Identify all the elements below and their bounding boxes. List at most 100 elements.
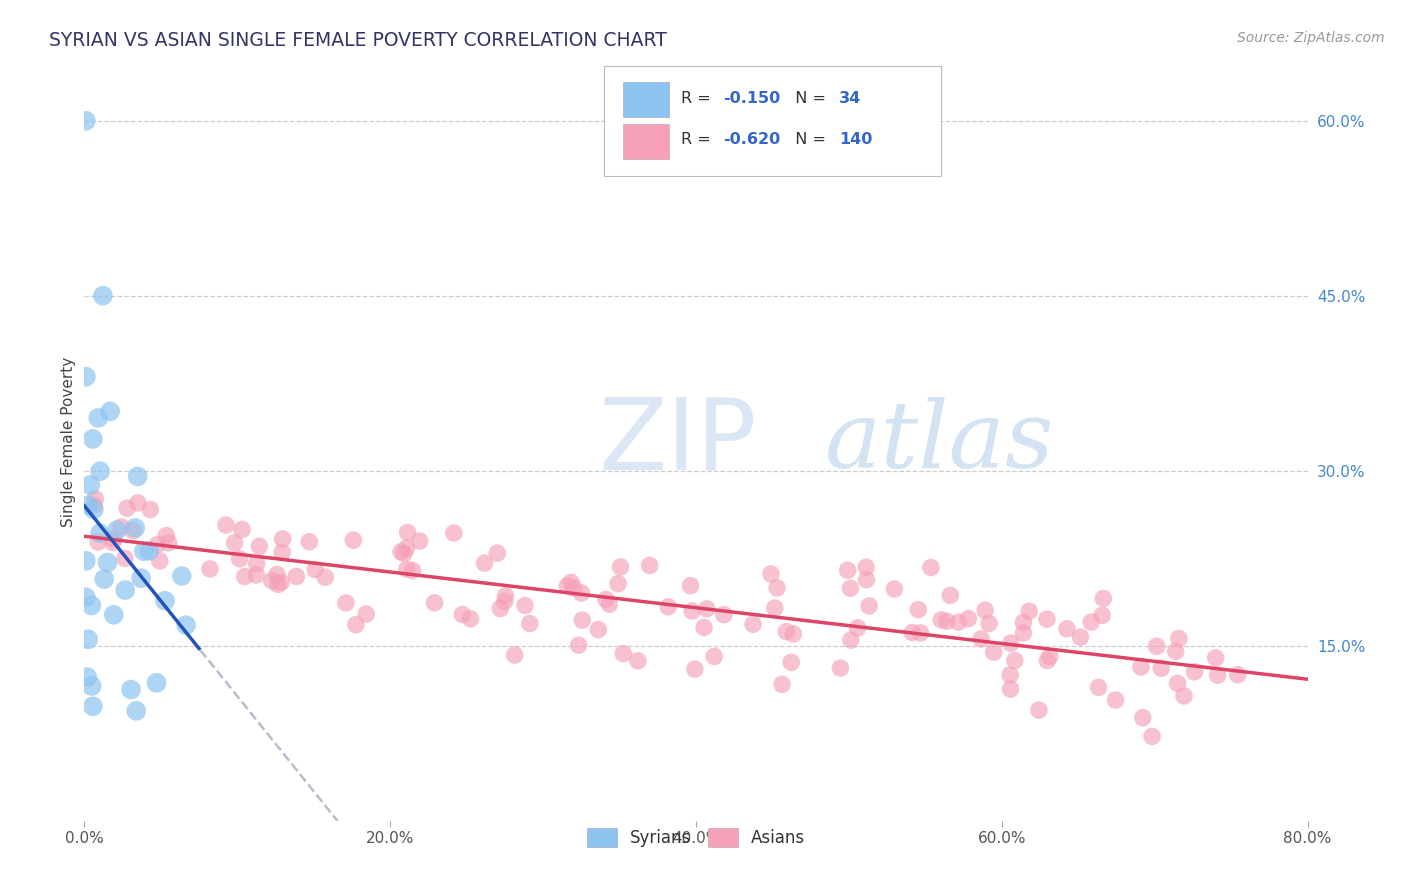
Point — [153, 594, 176, 608]
Point — [839, 632, 862, 647]
Point — [1012, 626, 1035, 640]
Point — [770, 677, 793, 691]
Point — [1000, 682, 1022, 697]
Point — [1150, 661, 1173, 675]
Point — [657, 599, 679, 614]
Point — [98, 404, 121, 418]
Point — [1028, 703, 1050, 717]
Point — [101, 535, 124, 549]
Point — [83, 499, 105, 513]
Point — [224, 536, 246, 550]
Text: 34: 34 — [839, 91, 862, 105]
Point — [231, 523, 253, 537]
Text: Source: ZipAtlas.com: Source: ZipAtlas.com — [1237, 31, 1385, 45]
Point — [474, 556, 496, 570]
Point — [89, 464, 111, 478]
Point — [1004, 653, 1026, 667]
Point — [103, 607, 125, 622]
Point — [638, 558, 661, 573]
Legend: Syrians, Asians: Syrians, Asians — [579, 822, 813, 854]
Point — [267, 577, 290, 591]
Point — [693, 620, 716, 634]
Point — [87, 535, 110, 549]
Point — [830, 661, 852, 675]
Point — [395, 541, 418, 555]
Point — [1164, 644, 1187, 658]
Point — [568, 638, 591, 652]
Point — [837, 563, 859, 577]
Point — [1039, 649, 1062, 664]
Point — [93, 572, 115, 586]
Point — [939, 588, 962, 602]
Point — [1132, 711, 1154, 725]
Point — [1092, 591, 1115, 606]
Point — [1226, 667, 1249, 681]
Point — [215, 518, 238, 533]
Point — [1036, 612, 1059, 626]
Text: SYRIAN VS ASIAN SINGLE FEMALE POVERTY CORRELATION CHART: SYRIAN VS ASIAN SINGLE FEMALE POVERTY CO… — [49, 31, 666, 50]
Point — [703, 649, 725, 664]
Point — [560, 575, 582, 590]
Point — [935, 615, 957, 629]
Point — [127, 496, 149, 510]
Point — [105, 523, 128, 537]
Point — [233, 569, 256, 583]
Point — [1056, 622, 1078, 636]
Point — [157, 536, 180, 550]
Text: atlas: atlas — [824, 397, 1054, 486]
Point — [1206, 668, 1229, 682]
Point — [76, 670, 98, 684]
Point — [858, 599, 880, 613]
Point — [145, 676, 167, 690]
Point — [1167, 632, 1189, 646]
Point — [929, 613, 952, 627]
Point — [127, 469, 149, 483]
Point — [977, 616, 1000, 631]
Point — [82, 699, 104, 714]
FancyBboxPatch shape — [623, 82, 669, 117]
Point — [89, 526, 111, 541]
Point — [562, 581, 585, 595]
Point — [571, 613, 593, 627]
Point — [335, 596, 357, 610]
Point — [356, 607, 378, 621]
Point — [245, 567, 267, 582]
Point — [451, 607, 474, 622]
Point — [83, 502, 105, 516]
Point — [271, 545, 294, 559]
Point — [84, 491, 107, 506]
Point — [1087, 681, 1109, 695]
Point — [571, 586, 593, 600]
Point — [270, 575, 292, 590]
Point — [846, 621, 869, 635]
Point — [443, 526, 465, 541]
Point — [780, 656, 803, 670]
Point — [1080, 615, 1102, 629]
Point — [1173, 689, 1195, 703]
Point — [344, 617, 367, 632]
Point — [114, 582, 136, 597]
Point — [75, 591, 97, 605]
Point — [304, 563, 326, 577]
Text: -0.150: -0.150 — [723, 91, 780, 105]
Point — [401, 564, 423, 578]
Point — [174, 618, 197, 632]
Point — [1012, 615, 1035, 630]
Point — [314, 570, 336, 584]
Point — [970, 632, 993, 646]
FancyBboxPatch shape — [623, 124, 669, 159]
Point — [77, 632, 100, 647]
Point — [766, 581, 789, 595]
Point — [681, 604, 703, 618]
Point — [489, 601, 512, 615]
Point — [247, 539, 270, 553]
Point — [75, 554, 97, 568]
Point — [389, 545, 412, 559]
Point — [957, 612, 980, 626]
Point — [609, 559, 631, 574]
Point — [395, 562, 418, 576]
Point — [1130, 660, 1153, 674]
Text: N =: N = — [786, 132, 831, 147]
Point — [149, 554, 172, 568]
Point — [503, 648, 526, 662]
